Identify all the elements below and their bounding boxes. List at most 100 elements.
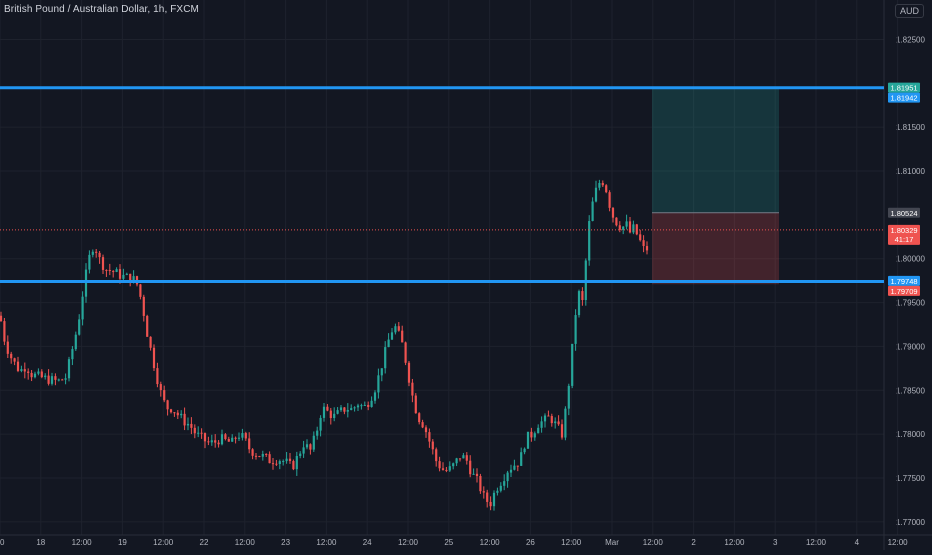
candle-body — [560, 424, 564, 438]
candle-body — [193, 427, 196, 434]
candle-body — [166, 400, 169, 410]
candle-body — [57, 379, 60, 381]
candle-body — [520, 452, 523, 466]
candle-body — [370, 400, 373, 407]
candle-body — [20, 369, 23, 371]
candle-body — [594, 187, 598, 202]
candle-body — [608, 192, 611, 208]
x-tick-label: 18 — [36, 538, 45, 547]
candle-body — [312, 435, 315, 450]
price-axis-label: 1.80329 — [890, 226, 917, 235]
candle-body — [91, 251, 94, 255]
candle-body — [390, 332, 394, 340]
price-axis-label: 1.79709 — [890, 287, 917, 296]
candle-body — [350, 408, 353, 410]
x-tick-label: 12:00 — [480, 538, 501, 547]
candle-body — [190, 423, 193, 428]
candle-body — [401, 330, 404, 343]
candle-body — [122, 274, 125, 279]
candle-body — [88, 254, 91, 270]
candle-body — [132, 276, 135, 283]
candle-body — [486, 492, 489, 502]
candle-body — [183, 413, 186, 426]
candle-body — [305, 444, 309, 448]
candle-body — [3, 321, 6, 342]
candle-body — [526, 431, 530, 449]
candle-body — [244, 433, 247, 439]
y-tick-label: 1.78500 — [896, 386, 925, 395]
candle-body — [574, 315, 577, 344]
candle-body — [373, 392, 377, 401]
candle-body — [635, 224, 638, 235]
candle-body — [343, 407, 346, 412]
candle-body — [292, 461, 295, 470]
candle-body — [407, 362, 411, 383]
candle-body — [115, 269, 118, 272]
x-tick-label: 12:00 — [153, 538, 174, 547]
candle-body — [377, 375, 380, 393]
candle-body — [169, 409, 173, 413]
price-axis-label: 1.80524 — [890, 209, 917, 218]
candle-body — [384, 347, 387, 369]
candle-body — [492, 492, 496, 507]
candle-body — [588, 221, 591, 261]
x-tick-label: 12:00 — [235, 538, 256, 547]
candle-body — [554, 421, 557, 424]
y-tick-label: 1.81500 — [896, 123, 925, 132]
candle-body — [173, 412, 176, 414]
candle-body — [489, 501, 492, 507]
candle-body — [424, 427, 428, 433]
candle-body — [448, 466, 451, 471]
y-tick-label: 1.77000 — [896, 518, 925, 527]
candle-body — [278, 461, 281, 465]
price-axis-label: 1.81942 — [890, 94, 917, 103]
candle-body — [645, 246, 649, 251]
x-tick-label: 12:00 — [316, 538, 337, 547]
candle-body — [346, 409, 349, 412]
candle-body — [139, 284, 142, 297]
candle-body — [496, 490, 499, 493]
candle-body — [414, 395, 417, 414]
candle-body — [394, 326, 397, 333]
currency-badge[interactable]: AUD — [894, 4, 924, 18]
x-tick-label: 25 — [444, 538, 453, 547]
price-axis-label-bg — [888, 285, 920, 296]
candle-body — [309, 444, 312, 450]
y-tick-label: 1.79000 — [896, 342, 925, 351]
candle-body — [571, 343, 574, 386]
candle-body — [452, 463, 455, 467]
candle-body — [472, 473, 475, 475]
candle-body — [203, 433, 207, 442]
candle-body — [98, 252, 101, 258]
candle-body — [360, 405, 363, 407]
candle-body — [431, 441, 434, 450]
candle-body — [16, 361, 20, 371]
candle-body — [125, 273, 128, 275]
price-axis-label-bg — [888, 92, 920, 103]
candle-body — [156, 368, 159, 385]
candle-body — [84, 269, 88, 297]
candles — [0, 179, 649, 511]
candle-body — [611, 207, 615, 218]
y-tick-label: 1.82500 — [896, 35, 925, 44]
candle-body — [421, 422, 424, 428]
candle-body — [268, 454, 271, 464]
candle-body — [336, 410, 339, 414]
candle-body — [282, 461, 285, 463]
candle-body — [567, 385, 570, 409]
candle-body — [299, 453, 302, 456]
candle-body — [44, 375, 47, 378]
x-tick-label: Mar — [605, 538, 619, 547]
candle-body — [598, 182, 601, 188]
price-axis-label-bg — [888, 207, 920, 218]
x-tick-label: 12:00 — [561, 538, 582, 547]
candle-body — [601, 182, 604, 186]
candle-body — [0, 315, 3, 322]
candle-body — [418, 413, 421, 423]
candle-body — [581, 291, 584, 300]
candle-body — [329, 410, 332, 419]
candle-body — [265, 453, 268, 455]
x-tick-label: 24 — [363, 538, 372, 547]
